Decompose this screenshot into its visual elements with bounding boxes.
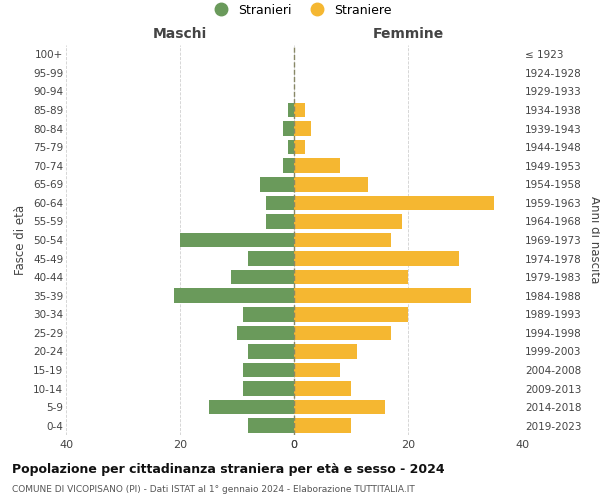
Bar: [237, 326, 294, 340]
Bar: [294, 307, 408, 322]
Bar: [294, 344, 356, 358]
Bar: [294, 270, 408, 284]
Text: COMUNE DI VICOPISANO (PI) - Dati ISTAT al 1° gennaio 2024 - Elaborazione TUTTITA: COMUNE DI VICOPISANO (PI) - Dati ISTAT a…: [12, 485, 415, 494]
Bar: [242, 307, 294, 322]
Bar: [180, 233, 294, 247]
Bar: [294, 140, 305, 154]
Bar: [283, 158, 294, 173]
Bar: [242, 363, 294, 377]
Bar: [294, 382, 351, 396]
Y-axis label: Fasce di età: Fasce di età: [14, 205, 28, 275]
Bar: [289, 140, 294, 154]
Bar: [232, 270, 294, 284]
Bar: [260, 177, 294, 192]
Bar: [294, 122, 311, 136]
Bar: [294, 214, 403, 228]
Bar: [294, 196, 493, 210]
Bar: [294, 400, 385, 414]
Bar: [209, 400, 294, 414]
Text: Popolazione per cittadinanza straniera per età e sesso - 2024: Popolazione per cittadinanza straniera p…: [12, 462, 445, 475]
Bar: [294, 233, 391, 247]
Bar: [289, 103, 294, 117]
Bar: [294, 103, 305, 117]
Bar: [294, 363, 340, 377]
Bar: [265, 196, 294, 210]
Bar: [294, 177, 368, 192]
Bar: [294, 288, 471, 303]
Legend: Stranieri, Straniere: Stranieri, Straniere: [206, 1, 394, 19]
Bar: [265, 214, 294, 228]
Bar: [294, 326, 391, 340]
Bar: [294, 418, 351, 433]
Bar: [294, 158, 340, 173]
Bar: [248, 418, 294, 433]
Title: Maschi: Maschi: [153, 27, 207, 41]
Bar: [248, 252, 294, 266]
Y-axis label: Anni di nascita: Anni di nascita: [588, 196, 600, 284]
Title: Femmine: Femmine: [373, 27, 443, 41]
Bar: [294, 252, 460, 266]
Bar: [242, 382, 294, 396]
Bar: [283, 122, 294, 136]
Bar: [175, 288, 294, 303]
Bar: [248, 344, 294, 358]
